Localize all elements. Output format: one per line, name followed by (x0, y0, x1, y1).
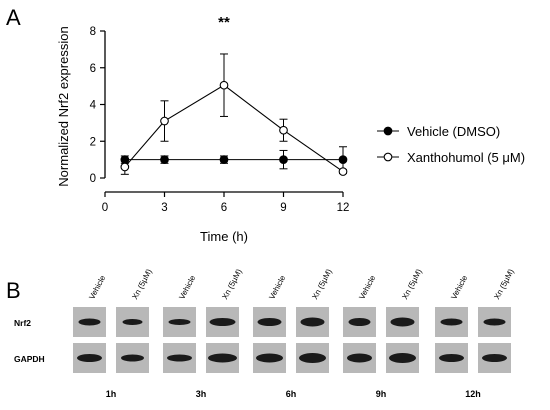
x-tick-label: 12 (337, 202, 350, 214)
legend-marker (383, 126, 393, 136)
blot-band (348, 318, 371, 326)
data-point-0 (338, 155, 348, 164)
blot-band (77, 354, 102, 362)
lane-label: Xn (5μM) (130, 267, 154, 301)
blot-row-label: Nrf2 (14, 318, 31, 328)
data-point-1 (219, 80, 229, 90)
data-point-1 (279, 125, 288, 135)
lane-label: Vehicle (449, 273, 469, 300)
lane-label: Vehicle (357, 273, 377, 300)
time-point-label: 9h (376, 389, 387, 399)
panel-a-label: A (6, 5, 21, 30)
blot-band (256, 353, 283, 363)
lane-label: Xn (5μM) (400, 267, 424, 301)
blot-band (300, 317, 325, 327)
blot-band (167, 354, 192, 362)
y-tick-label: 8 (90, 26, 96, 38)
time-point-label: 3h (196, 389, 207, 399)
data-point-0 (120, 155, 130, 164)
blot-band (390, 317, 415, 327)
blot-band (122, 319, 143, 325)
y-tick-label: 2 (90, 136, 96, 148)
lane-label: Xn (5μM) (220, 267, 244, 301)
significance-annotation: ** (218, 14, 230, 31)
data-point-1 (120, 162, 130, 172)
blot-band (168, 319, 191, 325)
panel-b-label: B (6, 278, 21, 303)
x-tick-label: 6 (221, 202, 227, 214)
western-blot: Nrf2 GAPDH Vehicle Xn (5μM) 1h Vehicle Xn (5μM… (14, 267, 516, 399)
data-point-0 (219, 155, 229, 164)
legend: Vehicle (DMSO) Xanthohumol (5 μM) (377, 124, 525, 165)
time-point-label: 6h (286, 389, 297, 399)
blot-band (482, 354, 507, 362)
blot-band (389, 353, 416, 363)
blot-band (483, 318, 506, 326)
legend-label: Xanthohumol (5 μM) (407, 150, 525, 165)
lane-label: Vehicle (177, 273, 197, 300)
blot-band (208, 353, 237, 363)
blot-band (257, 318, 282, 326)
time-point-label: 1h (106, 389, 117, 399)
blot-band (121, 354, 144, 362)
line-chart: 0 2 4 6 8 0 3 6 9 12 Time (h) Normalized Nrf2 expre… (56, 14, 349, 244)
x-tick-label: 0 (102, 202, 108, 214)
blot-band (299, 353, 326, 363)
lane-label: Vehicle (87, 273, 107, 300)
data-point-0 (279, 155, 288, 164)
blot-band (440, 318, 463, 326)
y-tick-label: 4 (90, 100, 97, 112)
time-point-label: 12h (465, 389, 481, 399)
x-axis-title: Time (h) (200, 229, 248, 244)
lane-label: Xn (5μM) (310, 267, 334, 301)
legend-label: Vehicle (DMSO) (407, 124, 500, 139)
blot-band (439, 354, 464, 362)
x-tick-label: 3 (161, 202, 167, 214)
x-tick-label: 9 (280, 202, 286, 214)
blot-band (78, 318, 101, 326)
data-point-0 (160, 155, 169, 164)
lane-label: Vehicle (267, 273, 287, 300)
legend-marker (383, 152, 393, 162)
data-point-1 (338, 167, 348, 176)
blot-band (209, 318, 236, 326)
y-tick-label: 0 (90, 173, 96, 185)
y-axis-title: Normalized Nrf2 expression (56, 26, 71, 186)
blot-row-label: GAPDH (14, 354, 45, 364)
blot-band (347, 353, 372, 363)
y-tick-label: 6 (90, 63, 96, 75)
data-point-1 (160, 116, 169, 126)
series-line-1 (124, 84, 344, 173)
lane-label: Xn (5μM) (492, 267, 516, 301)
